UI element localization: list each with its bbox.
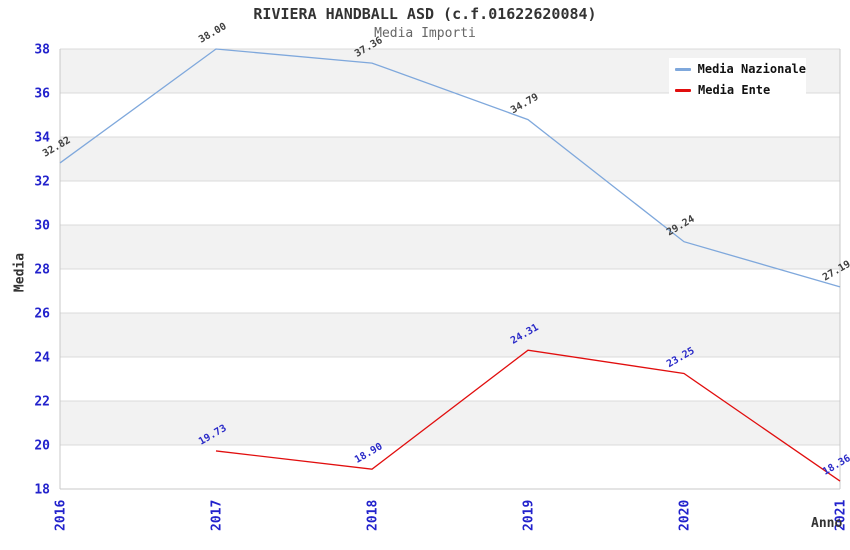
x-axis-title: Anno	[811, 516, 843, 531]
x-tick-label: 2019	[522, 500, 537, 531]
chart-subtitle: Media Importi	[374, 26, 476, 41]
series-swatch-media-ente-icon	[675, 88, 691, 92]
plot-band	[60, 401, 840, 445]
x-tick-label: 2020	[678, 500, 693, 531]
plot-band	[60, 313, 840, 357]
y-tick-label: 38	[34, 43, 50, 58]
plot-band	[60, 445, 840, 489]
y-tick-label: 24	[34, 351, 50, 366]
x-tick-label: 2021	[834, 500, 849, 531]
y-tick-label: 28	[34, 263, 50, 278]
y-axis-title: Media	[12, 252, 28, 293]
x-tick-label: 2018	[366, 500, 381, 531]
plot-band	[60, 137, 840, 181]
chart-title: RIVIERA HANDBALL ASD (c.f.01622620084)	[253, 5, 597, 23]
y-tick-label: 22	[34, 395, 50, 410]
plot-band	[60, 225, 840, 269]
series-swatch-media-nazionale-icon	[675, 67, 691, 71]
series-line	[59, 48, 841, 288]
plot-band	[60, 269, 840, 313]
y-tick-label: 30	[34, 219, 50, 234]
legend: Media Nazionale Media Ente	[669, 58, 806, 101]
y-tick-label: 20	[34, 439, 50, 454]
series-line	[215, 349, 841, 482]
point-value-label: 38.00	[197, 21, 229, 46]
y-tick-label: 18	[34, 483, 50, 498]
y-tick-label: 32	[34, 175, 50, 190]
plot-band	[60, 357, 840, 401]
x-tick-label: 2017	[210, 500, 225, 531]
legend-item-media-ente: Media Ente	[669, 83, 806, 97]
y-tick-label: 34	[34, 131, 50, 146]
legend-label-media-ente: Media Ente	[698, 83, 771, 97]
plot-band	[60, 181, 840, 225]
y-tick-label: 36	[34, 87, 50, 102]
legend-label-media-nazionale: Media Nazionale	[697, 62, 806, 76]
legend-item-media-nazionale: Media Nazionale	[669, 62, 806, 76]
x-tick-label: 2016	[54, 500, 69, 531]
y-tick-label: 26	[34, 307, 50, 322]
